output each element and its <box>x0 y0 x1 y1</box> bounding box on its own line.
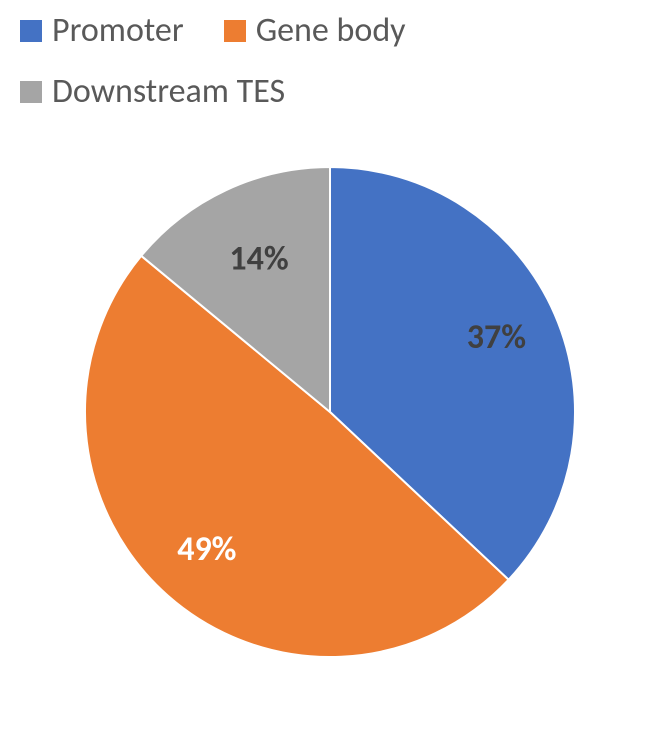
chart-legend: Promoter Gene body Downstream TES <box>0 0 660 132</box>
legend-label: Promoter <box>52 10 184 51</box>
pie-slice-label: 49% <box>177 529 236 570</box>
legend-item: Promoter <box>20 10 184 51</box>
pie-slice-label: 37% <box>467 317 526 358</box>
pie-slice-label: 14% <box>229 239 288 280</box>
legend-item: Downstream TES <box>20 71 285 112</box>
legend-label: Downstream TES <box>52 71 285 112</box>
legend-item: Gene body <box>224 10 406 51</box>
legend-swatch <box>224 20 246 42</box>
legend-label: Gene body <box>256 10 406 51</box>
legend-swatch <box>20 81 42 103</box>
legend-swatch <box>20 20 42 42</box>
pie-chart: 37% 49% 14% <box>0 132 660 692</box>
